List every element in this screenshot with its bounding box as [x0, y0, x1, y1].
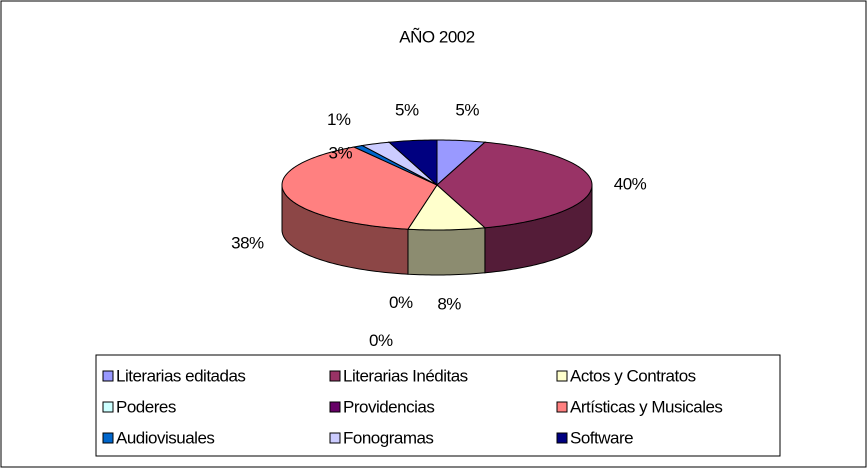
legend-label: Audiovisuales	[116, 428, 214, 447]
data-label: 0%	[369, 331, 393, 350]
legend-swatch	[102, 432, 114, 444]
data-label: 1%	[327, 110, 351, 129]
legend-label: Literarias editadas	[116, 366, 245, 385]
pie-slice	[360, 141, 438, 186]
legend-swatch	[556, 432, 568, 444]
pie-slice	[436, 141, 593, 229]
chart-title: AÑO 2002	[399, 27, 474, 46]
legend-swatch	[556, 401, 568, 413]
legend-swatch	[102, 370, 114, 382]
legend-label: Literarias Inéditas	[343, 366, 468, 385]
legend-label: Poderes	[116, 397, 176, 416]
legend-swatch	[102, 401, 114, 413]
data-label: 5%	[395, 100, 419, 119]
legend-swatch	[329, 370, 341, 382]
legend-label: Fonogramas	[343, 428, 433, 447]
data-label: 38%	[231, 234, 264, 253]
legend-swatch	[329, 401, 341, 413]
data-label: 40%	[614, 174, 647, 193]
legend-swatch	[329, 432, 341, 444]
pie-slice	[387, 139, 438, 187]
data-label: 5%	[455, 100, 479, 119]
legend-box	[95, 354, 781, 457]
pie-side	[407, 227, 486, 276]
legend-label: Software	[570, 428, 633, 447]
legend-label: Actos y Contratos	[570, 366, 696, 385]
data-label: 8%	[437, 294, 461, 313]
pie-slice	[407, 184, 487, 231]
data-label: 0%	[389, 293, 413, 312]
legend-label: Providencias	[343, 397, 434, 416]
legend-swatch	[556, 370, 568, 382]
legend-label: Artísticas y Musicales	[570, 397, 722, 416]
data-label: 3%	[329, 144, 353, 163]
